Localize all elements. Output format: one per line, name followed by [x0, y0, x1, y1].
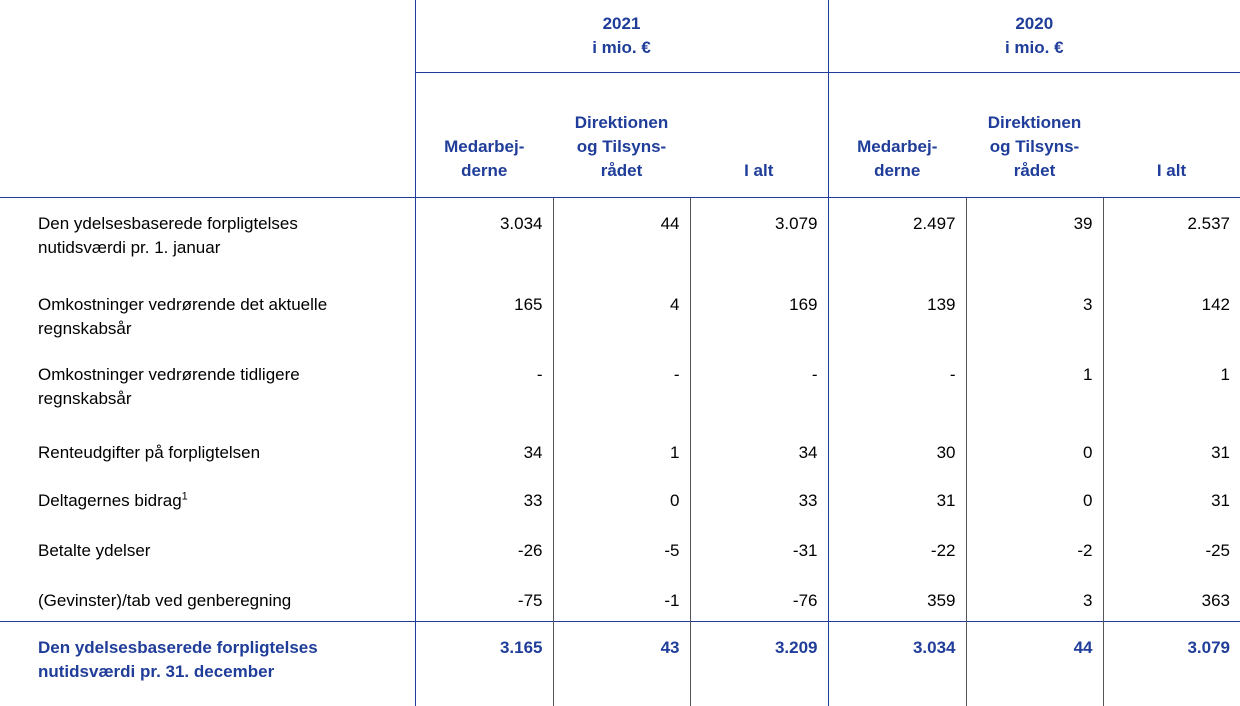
value-cell: -2	[966, 525, 1103, 575]
row-label-text: Renteudgifter på forpligtelsen	[38, 443, 260, 462]
value-cell: -25	[1103, 525, 1240, 575]
row-label: Betalte ydelser	[0, 525, 415, 575]
row-label-text: Deltagernes bidrag	[38, 491, 182, 510]
value-cell: 31	[1103, 427, 1240, 475]
value-cell: 44	[553, 198, 690, 279]
value-cell: 44	[966, 622, 1103, 706]
value-cell: -75	[415, 575, 553, 622]
value-cell: 2.537	[1103, 198, 1240, 279]
value-cell: 0	[966, 475, 1103, 525]
row-label-text: Betalte ydelser	[38, 541, 150, 560]
value-cell: 2.497	[828, 198, 966, 279]
data-row: Den ydelsesbaserede forpligtelses nutids…	[0, 198, 1240, 279]
value-cell: 0	[966, 427, 1103, 475]
corner-cell	[0, 73, 415, 198]
value-cell: -5	[553, 525, 690, 575]
row-label: Den ydelsesbaserede forpligtelses nutids…	[0, 198, 415, 279]
value-cell: 31	[828, 475, 966, 525]
row-label: Omkostninger vedrørende det aktuelle reg…	[0, 279, 415, 349]
footnote-ref: 1	[182, 490, 188, 502]
value-cell: 1	[553, 427, 690, 475]
value-cell: 142	[1103, 279, 1240, 349]
value-cell: 34	[690, 427, 828, 475]
value-cell: 359	[828, 575, 966, 622]
row-label-text: (Gevinster)/tab ved genberegning	[38, 591, 291, 610]
corner-cell	[0, 0, 415, 73]
value-cell: -	[828, 349, 966, 427]
value-cell: 169	[690, 279, 828, 349]
row-label-text: Omkostninger vedrørende tidligere regnsk…	[38, 365, 300, 408]
value-cell: 363	[1103, 575, 1240, 622]
value-cell: -1	[553, 575, 690, 622]
value-cell: 33	[415, 475, 553, 525]
value-cell: 30	[828, 427, 966, 475]
value-cell: 34	[415, 427, 553, 475]
value-cell: 3.079	[1103, 622, 1240, 706]
row-label: Renteudgifter på forpligtelsen	[0, 427, 415, 475]
value-cell: 3	[966, 575, 1103, 622]
value-cell: 1	[1103, 349, 1240, 427]
data-row: Omkostninger vedrørende det aktuelle reg…	[0, 279, 1240, 349]
column-header: Medarbej- derne	[415, 73, 553, 198]
value-cell: 39	[966, 198, 1103, 279]
row-label: Den ydelsesbaserede forpligtelses nutids…	[0, 622, 415, 706]
row-label-text: Den ydelsesbaserede forpligtelses nutids…	[38, 638, 318, 681]
group-unit: i mio. €	[829, 36, 1240, 60]
value-cell: -	[690, 349, 828, 427]
row-label: (Gevinster)/tab ved genberegning	[0, 575, 415, 622]
value-cell: -26	[415, 525, 553, 575]
value-cell: 43	[553, 622, 690, 706]
value-cell: 4	[553, 279, 690, 349]
group-year: 2021	[416, 12, 828, 36]
group-unit: i mio. €	[416, 36, 828, 60]
row-label: Deltagernes bidrag1	[0, 475, 415, 525]
value-cell: 0	[553, 475, 690, 525]
data-row: Omkostninger vedrørende tidligere regnsk…	[0, 349, 1240, 427]
value-cell: 3	[966, 279, 1103, 349]
value-cell: -22	[828, 525, 966, 575]
value-cell: 3.034	[828, 622, 966, 706]
value-cell: 3.079	[690, 198, 828, 279]
group-year: 2020	[829, 12, 1240, 36]
total-row: Den ydelsesbaserede forpligtelses nutids…	[0, 622, 1240, 706]
value-cell: 33	[690, 475, 828, 525]
value-cell: 3.209	[690, 622, 828, 706]
column-header: Medarbej- derne	[828, 73, 966, 198]
value-cell: -31	[690, 525, 828, 575]
value-cell: 165	[415, 279, 553, 349]
column-header: Direktionen og Tilsyns- rådet	[966, 73, 1103, 198]
column-header: I alt	[690, 73, 828, 198]
column-header: Direktionen og Tilsyns- rådet	[553, 73, 690, 198]
value-cell: 139	[828, 279, 966, 349]
value-cell: 3.034	[415, 198, 553, 279]
row-label-text: Omkostninger vedrørende det aktuelle reg…	[38, 295, 327, 338]
data-row: Betalte ydelser -26-5-31-22-2-25	[0, 525, 1240, 575]
column-header: I alt	[1103, 73, 1240, 198]
value-cell: 3.165	[415, 622, 553, 706]
value-cell: -	[553, 349, 690, 427]
value-cell: 31	[1103, 475, 1240, 525]
value-cell: -	[415, 349, 553, 427]
value-cell: -76	[690, 575, 828, 622]
value-cell: 1	[966, 349, 1103, 427]
row-label-text: Den ydelsesbaserede forpligtelses nutids…	[38, 214, 298, 257]
row-label: Omkostninger vedrørende tidligere regnsk…	[0, 349, 415, 427]
data-row: (Gevinster)/tab ved genberegning -75-1-76…	[0, 575, 1240, 622]
